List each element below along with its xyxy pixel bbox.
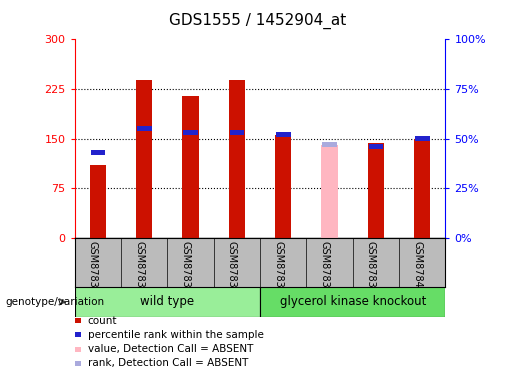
Bar	[275, 135, 291, 238]
Text: GDS1555 / 1452904_at: GDS1555 / 1452904_at	[169, 13, 346, 29]
Text: wild type: wild type	[140, 296, 195, 308]
Text: GSM87839: GSM87839	[366, 241, 376, 293]
Bar	[90, 165, 106, 238]
Bar	[415, 136, 430, 141]
Bar	[183, 130, 198, 135]
Text: GSM87833: GSM87833	[88, 241, 98, 293]
Text: GSM87835: GSM87835	[181, 241, 191, 294]
Text: GSM87838: GSM87838	[320, 241, 330, 293]
Bar	[414, 139, 431, 238]
Bar	[136, 81, 152, 238]
Text: rank, Detection Call = ABSENT: rank, Detection Call = ABSENT	[88, 358, 248, 368]
Text: GSM87837: GSM87837	[273, 241, 283, 294]
Text: GSM87840: GSM87840	[413, 241, 422, 293]
Bar	[182, 96, 199, 238]
Bar	[276, 132, 290, 137]
Bar	[91, 150, 105, 155]
Text: genotype/variation: genotype/variation	[5, 297, 104, 307]
Text: GSM87836: GSM87836	[227, 241, 237, 293]
Bar	[230, 130, 244, 135]
Bar	[137, 126, 151, 131]
Bar	[322, 142, 337, 147]
Text: glycerol kinase knockout: glycerol kinase knockout	[280, 296, 426, 308]
Bar	[368, 143, 384, 238]
FancyBboxPatch shape	[260, 287, 445, 317]
Text: count: count	[88, 316, 117, 326]
FancyBboxPatch shape	[75, 287, 260, 317]
Bar	[229, 81, 245, 238]
Text: percentile rank within the sample: percentile rank within the sample	[88, 330, 264, 340]
Bar	[369, 144, 383, 149]
Bar	[321, 146, 338, 238]
Text: GSM87834: GSM87834	[134, 241, 144, 293]
Text: value, Detection Call = ABSENT: value, Detection Call = ABSENT	[88, 344, 253, 354]
